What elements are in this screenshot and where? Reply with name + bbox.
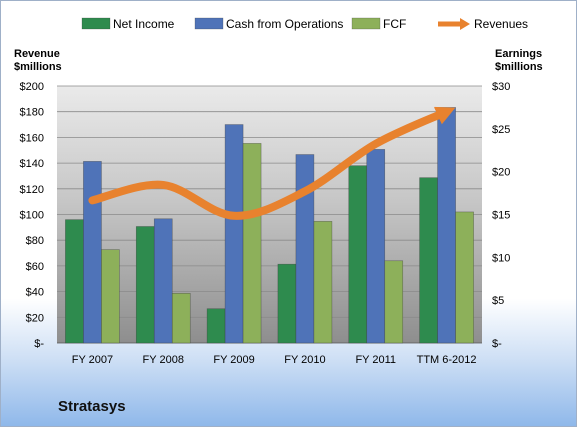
x-tick-label: FY 2009	[213, 354, 254, 366]
bar-net-income	[277, 263, 297, 344]
bar-cash-from-operations	[224, 124, 244, 344]
bar-cash-from-operations	[83, 161, 102, 344]
bar-net-income	[206, 308, 226, 344]
bar-fcf	[455, 211, 474, 344]
bar-net-income	[419, 177, 438, 344]
legend: Net Income Cash from Operations FCF Revenue…	[81, 17, 528, 31]
left-tick-label: $60	[26, 261, 44, 273]
left-tick-label: $-	[34, 338, 44, 350]
legend-label-net-income: Net Income	[113, 17, 175, 31]
right-tick-label: $20	[492, 167, 510, 179]
right-tick-label: $30	[492, 81, 510, 93]
bar-fcf	[384, 260, 404, 344]
x-tick-label: FY 2010	[284, 354, 325, 366]
x-tick-label: FY 2007	[72, 354, 113, 366]
legend-label-fcf: FCF	[383, 17, 406, 31]
left-tick-label: $160	[20, 132, 44, 144]
left-tick-label: $200	[20, 81, 44, 93]
x-axis-ticks: FY 2007 FY 2008 FY 2009 FY 2010 FY 2011 TTM 6…	[72, 354, 477, 366]
bar-net-income	[65, 219, 84, 344]
bar-net-income	[135, 226, 155, 344]
legend-arrow-revenues	[460, 18, 470, 30]
legend-swatch-fcf	[351, 17, 381, 30]
bar-cash-from-operations	[366, 149, 386, 344]
left-axis-ticks: $- $20 $40 $60 $80 $100 $120 $140 $160 $180 $200	[20, 81, 45, 350]
bar-net-income	[348, 165, 368, 344]
bar-fcf	[101, 249, 120, 344]
right-tick-label: $25	[492, 124, 510, 136]
revenue-line	[88, 106, 456, 220]
left-axis-title-line1: Revenue	[14, 48, 60, 60]
right-tick-label: $5	[492, 295, 504, 307]
legend-label-revenues: Revenues	[474, 17, 528, 31]
x-tick-label: TTM 6-2012	[417, 354, 477, 366]
bar-series	[65, 107, 474, 344]
bar-fcf	[313, 221, 333, 344]
right-tick-label: $-	[492, 338, 502, 350]
right-tick-label: $15	[492, 210, 510, 222]
revenue-line-path	[88, 106, 456, 220]
left-tick-label: $100	[20, 210, 44, 222]
bar-cash-from-operations	[437, 107, 456, 344]
left-axis-title-line2: $millions	[14, 61, 62, 73]
x-tick-label: FY 2011	[355, 354, 396, 366]
left-tick-label: $40	[26, 287, 44, 299]
bar-cash-from-operations	[153, 218, 173, 344]
gridlines	[57, 85, 482, 344]
legend-swatch-net-income	[81, 17, 111, 30]
left-tick-label: $80	[26, 235, 44, 247]
x-tick-label: FY 2008	[143, 354, 184, 366]
right-axis-title-line1: Earnings	[495, 48, 542, 60]
company-name: Stratasys	[58, 398, 126, 415]
right-axis-ticks: $- $5 $10 $15 $20 $25 $30	[492, 81, 510, 350]
right-axis-title-line2: $millions	[495, 61, 543, 73]
right-tick-label: $10	[492, 252, 510, 264]
left-tick-label: $140	[20, 158, 44, 170]
bar-fcf	[242, 143, 262, 344]
left-tick-label: $180	[20, 107, 44, 119]
left-tick-label: $20	[26, 312, 44, 324]
left-tick-label: $120	[20, 184, 44, 196]
bar-cash-from-operations	[295, 154, 315, 344]
legend-label-cash-from-operations: Cash from Operations	[226, 17, 343, 31]
legend-swatch-cash-from-operations	[194, 17, 224, 30]
bar-fcf	[171, 293, 191, 344]
